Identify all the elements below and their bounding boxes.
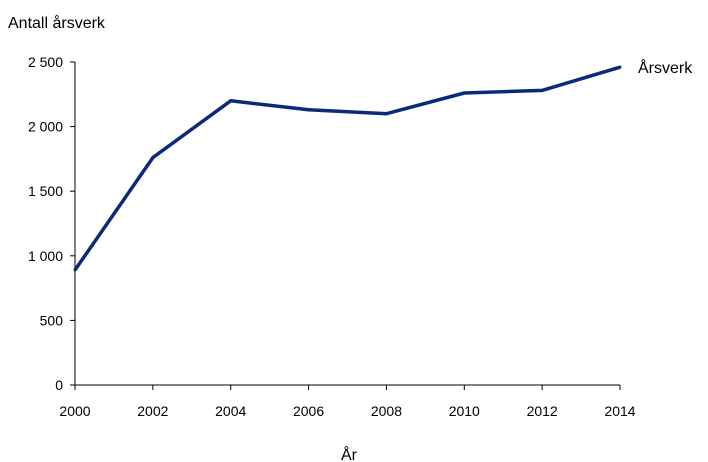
x-tick-label: 2012 [527, 403, 558, 419]
data-point [151, 156, 155, 160]
x-tick-label: 2000 [59, 403, 90, 419]
series-label: Årsverk [638, 58, 693, 77]
y-ticks: 0 500 1 000 1 500 2 000 2 500 [28, 54, 75, 393]
data-point [462, 91, 466, 95]
data-point [73, 268, 77, 272]
x-axis-title: År [341, 445, 358, 462]
data-point [307, 108, 311, 112]
series-group: Årsverk [73, 58, 693, 272]
x-tick-label: 2002 [137, 403, 168, 419]
y-tick-label: 1 000 [28, 248, 63, 264]
x-tick-label: 2010 [449, 403, 480, 419]
data-point [540, 88, 544, 92]
y-tick-label: 500 [40, 312, 64, 328]
data-point [618, 65, 622, 69]
x-tick-label: 2004 [215, 403, 246, 419]
x-tick-label: 2014 [604, 403, 635, 419]
y-tick-label: 2 500 [28, 54, 63, 70]
y-tick-label: 0 [55, 377, 63, 393]
axes [74, 62, 620, 386]
y-axis-title: Antall årsverk [8, 14, 106, 32]
series-line [73, 65, 621, 271]
data-point [229, 99, 233, 103]
y-tick-label: 2 000 [28, 119, 63, 135]
y-tick-label: 1 500 [28, 183, 63, 199]
x-tick-label: 2008 [371, 403, 402, 419]
x-ticks: 2000 2002 2004 2006 2008 2010 2012 2014 [59, 385, 636, 419]
data-point [384, 112, 388, 116]
x-tick-label: 2006 [293, 403, 324, 419]
